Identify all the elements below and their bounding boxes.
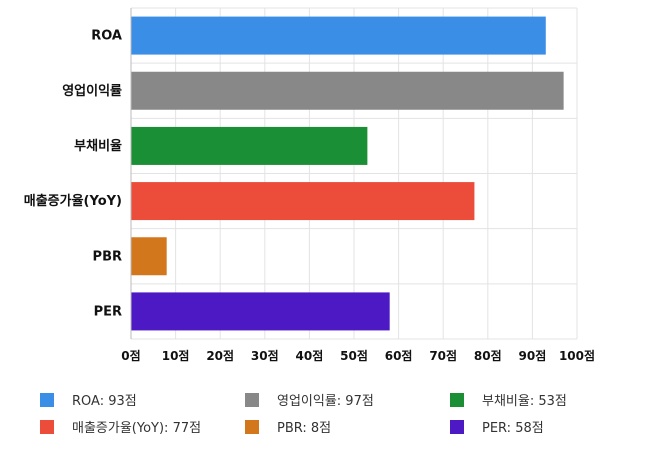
- legend-item-pbr[interactable]: PBR: 8점: [245, 417, 331, 436]
- legend-item-sales-growth[interactable]: 매출증가율(YoY): 77점: [40, 417, 201, 436]
- x-tick-label-1: 10점: [162, 348, 190, 363]
- legend-label-operating-margin: 영업이익률: 97점: [277, 394, 374, 409]
- x-tick-label-2: 20점: [206, 348, 234, 363]
- legend-label-sales-growth: 매출증가율(YoY): 77점: [72, 421, 202, 436]
- legend-swatch-pbr: [245, 419, 259, 434]
- legend-item-operating-margin[interactable]: 영업이익률: 97점: [245, 390, 374, 409]
- legend-item-per[interactable]: PER: 58점: [450, 417, 544, 436]
- category-label-2: 부채비율: [74, 138, 122, 154]
- x-tick-label-8: 80점: [474, 348, 502, 363]
- category-label-0: ROA: [91, 29, 122, 44]
- legend-label-pbr: PBR: 8점: [277, 421, 332, 436]
- x-tick-label-5: 50점: [340, 348, 368, 363]
- legend-swatch-operating-margin: [245, 392, 259, 407]
- legend-item-debt-ratio[interactable]: 부채비율: 53점: [450, 390, 567, 409]
- x-tick-label-3: 30점: [251, 348, 279, 363]
- bar-5: [131, 292, 390, 331]
- bar-2: [131, 126, 368, 165]
- x-tick-label-4: 40점: [296, 348, 324, 363]
- bar-0: [131, 16, 546, 55]
- category-label-1: 영업이익률: [62, 83, 122, 99]
- x-tick-label-6: 60점: [385, 348, 413, 363]
- x-tick-label-9: 90점: [519, 348, 547, 363]
- x-tick-label-0: 0점: [121, 348, 140, 363]
- category-label-4: PBR: [93, 249, 122, 264]
- legend-swatch-per: [450, 419, 464, 434]
- category-label-3: 매출증가율(YoY): [24, 193, 122, 209]
- category-label-5: PER: [94, 304, 122, 319]
- legend-label-per: PER: 58점: [482, 421, 544, 436]
- x-tick-label-10: 100점: [559, 348, 595, 363]
- legend-label-debt-ratio: 부채비율: 53점: [482, 394, 567, 409]
- legend-label-roa: ROA: 93점: [72, 394, 137, 409]
- x-tick-label-7: 70점: [429, 348, 457, 363]
- bar-3: [131, 182, 475, 221]
- legend-item-roa[interactable]: ROA: 93점: [40, 390, 137, 409]
- bar-4: [131, 237, 167, 276]
- legend-swatch-debt-ratio: [450, 392, 464, 407]
- bar-1: [131, 71, 564, 110]
- legend-swatch-sales-growth: [40, 419, 54, 434]
- legend-swatch-roa: [40, 392, 54, 407]
